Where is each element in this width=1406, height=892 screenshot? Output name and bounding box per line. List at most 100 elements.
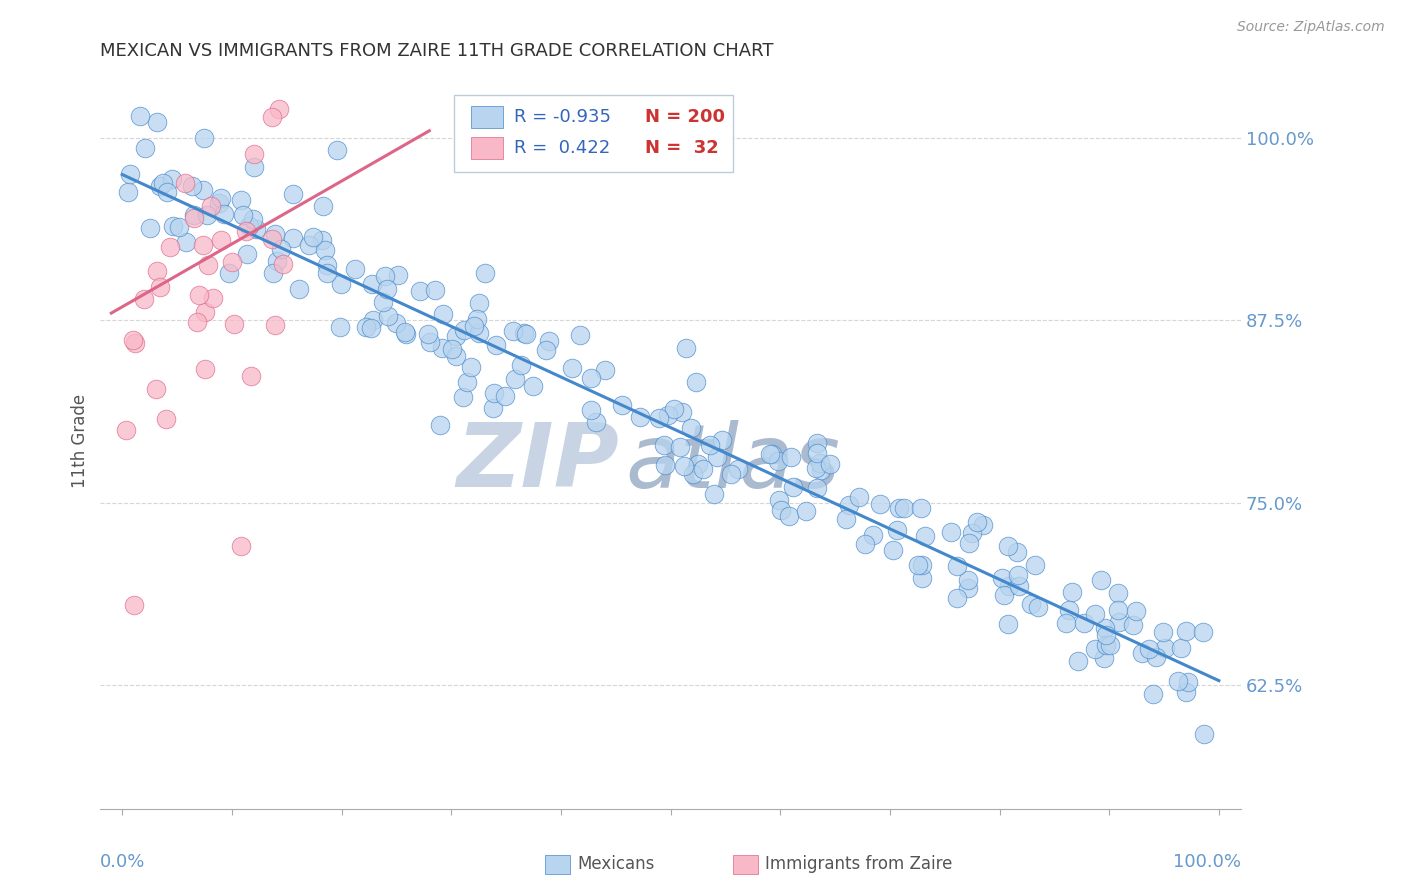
Point <box>344 261 367 276</box>
Point <box>1122 617 1144 632</box>
Point <box>468 326 491 340</box>
Point <box>446 349 468 363</box>
Point <box>129 109 152 123</box>
Point <box>374 269 396 284</box>
Text: ZIP: ZIP <box>457 419 619 507</box>
Point <box>371 294 394 309</box>
Point <box>810 463 832 477</box>
Point <box>993 588 1015 602</box>
Point <box>1090 573 1112 587</box>
Point <box>444 329 467 343</box>
Text: 100.0%: 100.0% <box>1173 854 1241 871</box>
Point <box>513 326 536 341</box>
Point <box>1024 558 1046 572</box>
Point <box>188 287 211 301</box>
Point <box>804 461 827 475</box>
Point <box>474 266 496 280</box>
Point <box>882 543 904 558</box>
Point <box>1108 615 1130 630</box>
Point <box>208 195 231 210</box>
Point <box>314 243 336 257</box>
Point <box>1142 687 1164 701</box>
Point <box>430 341 453 355</box>
Point <box>146 264 169 278</box>
Point <box>1139 642 1161 657</box>
Point <box>669 441 692 455</box>
Point <box>218 266 240 280</box>
Point <box>326 143 349 157</box>
Text: MEXICAN VS IMMIGRANTS FROM ZAIRE 11TH GRADE CORRELATION CHART: MEXICAN VS IMMIGRANTS FROM ZAIRE 11TH GR… <box>100 42 773 60</box>
Point <box>1019 597 1042 611</box>
Point <box>231 540 253 554</box>
Point <box>692 462 714 476</box>
Point <box>848 490 870 504</box>
Point <box>662 401 685 416</box>
Point <box>991 571 1014 585</box>
Point <box>195 208 218 222</box>
Point <box>628 410 651 425</box>
Point <box>270 242 292 256</box>
Point <box>561 361 583 376</box>
Point <box>1107 603 1129 617</box>
Point <box>312 199 335 213</box>
Point <box>946 559 969 574</box>
Text: R =  0.422: R = 0.422 <box>515 139 610 157</box>
Point <box>579 403 602 417</box>
Point <box>361 313 384 327</box>
Point <box>1130 646 1153 660</box>
Point <box>1026 600 1049 615</box>
Point <box>862 528 884 542</box>
Point <box>288 282 311 296</box>
Point <box>209 191 232 205</box>
Point <box>761 447 783 461</box>
Point <box>463 319 485 334</box>
FancyBboxPatch shape <box>734 855 758 874</box>
Point <box>465 312 488 326</box>
Point <box>770 503 793 517</box>
Point <box>377 282 399 296</box>
Point <box>456 376 478 390</box>
Point <box>174 235 197 249</box>
Text: 0.0%: 0.0% <box>100 854 146 871</box>
Text: N =  32: N = 32 <box>645 139 720 157</box>
Point <box>409 284 432 298</box>
Point <box>886 523 908 537</box>
Point <box>145 115 167 129</box>
Point <box>579 371 602 385</box>
Point <box>298 238 321 252</box>
Point <box>156 185 179 199</box>
Point <box>505 372 527 386</box>
Point <box>686 458 709 472</box>
Point <box>494 389 516 403</box>
Point <box>302 230 325 244</box>
Point <box>245 222 267 236</box>
Point <box>453 323 475 337</box>
Point <box>229 193 252 207</box>
Point <box>260 110 283 124</box>
Point <box>569 327 592 342</box>
Point <box>672 458 695 473</box>
Point <box>778 509 800 524</box>
Point <box>782 480 804 494</box>
Point <box>193 183 215 197</box>
Point <box>806 481 828 495</box>
Point <box>242 160 264 174</box>
Point <box>681 421 703 435</box>
Point <box>394 325 416 339</box>
Point <box>997 616 1019 631</box>
Point <box>239 368 262 383</box>
Point <box>311 233 333 247</box>
Point <box>911 558 934 572</box>
Point <box>835 512 858 526</box>
Point <box>183 208 205 222</box>
Text: atlas: atlas <box>624 420 839 506</box>
Point <box>485 337 508 351</box>
Point <box>911 571 934 585</box>
Point <box>536 343 558 357</box>
Point <box>330 277 353 291</box>
Text: N = 200: N = 200 <box>645 108 725 126</box>
FancyBboxPatch shape <box>454 95 734 172</box>
Point <box>460 359 482 374</box>
Point <box>124 335 146 350</box>
Point <box>395 326 418 341</box>
